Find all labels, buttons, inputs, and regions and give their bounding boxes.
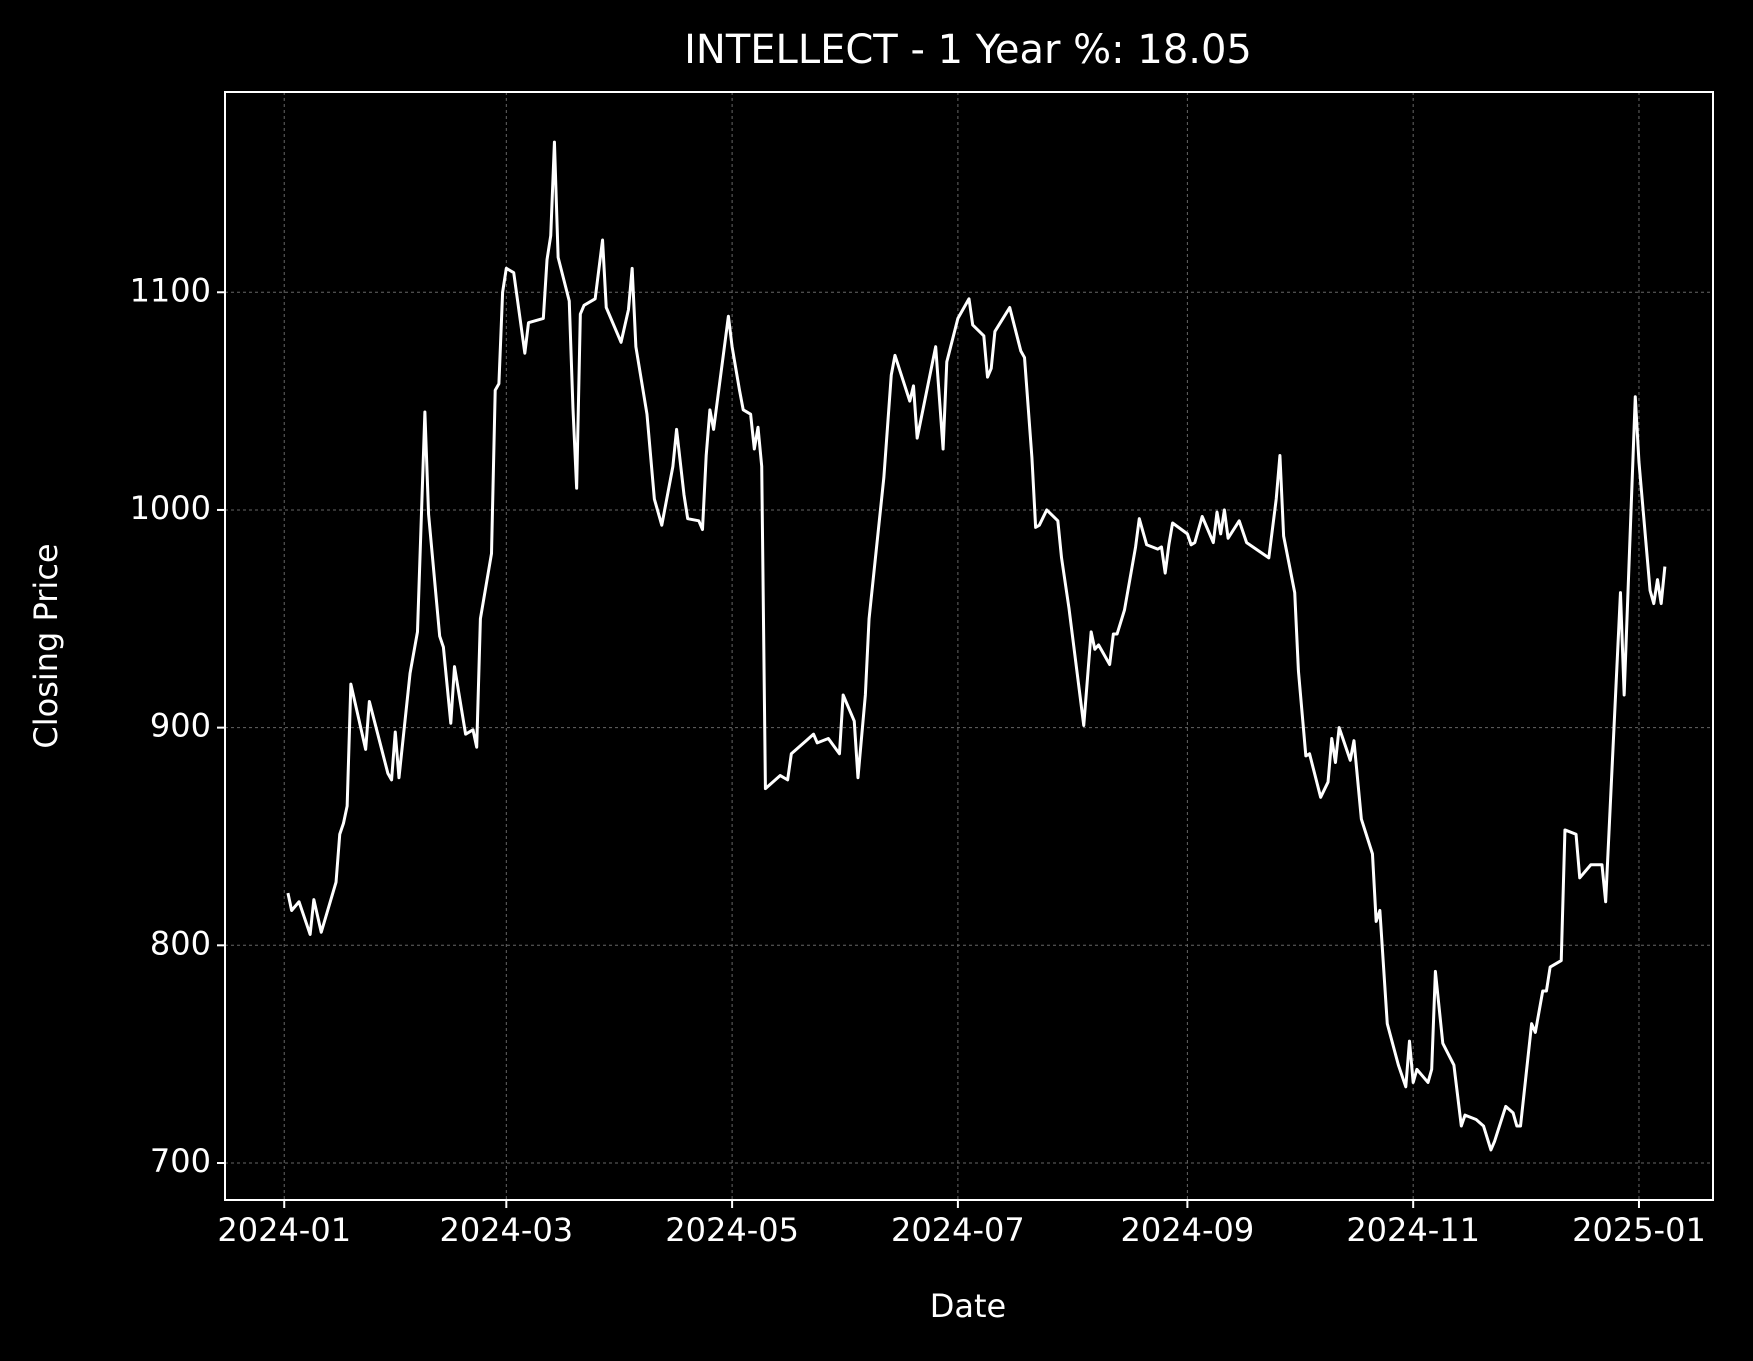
x-tick-label: 2024-03: [439, 1211, 573, 1249]
x-tick-label: 2024-05: [665, 1211, 799, 1249]
y-tick-label: 1100: [130, 271, 211, 309]
y-tick-label: 700: [150, 1142, 211, 1180]
x-tick-label: 2025-01: [1572, 1211, 1706, 1249]
y-tick-label: 900: [150, 707, 211, 745]
plot-frame: [224, 91, 1714, 1201]
price-line: [286, 140, 1667, 1152]
x-tick-label: 2024-01: [217, 1211, 351, 1249]
x-tick-label: 2024-07: [891, 1211, 1025, 1249]
y-tick-label: 800: [150, 924, 211, 962]
y-axis-label: Closing Price: [27, 543, 65, 748]
x-tick-label: 2024-09: [1121, 1211, 1255, 1249]
x-tick-label: 2024-11: [1346, 1211, 1480, 1249]
y-tick-label: 1000: [130, 489, 211, 527]
x-axis-label: Date: [930, 1287, 1006, 1325]
chart-title: INTELLECT - 1 Year %: 18.05: [684, 27, 1252, 73]
